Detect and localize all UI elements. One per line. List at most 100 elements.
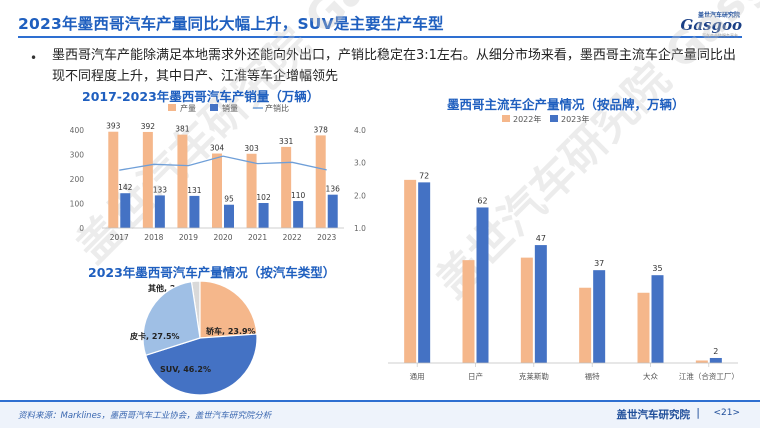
data-label-sales: 133 [153, 185, 168, 194]
x-tick-label: 通用 [410, 371, 425, 381]
data-label-sales: 95 [224, 195, 234, 204]
x-tick-label: 克莱斯勒 [519, 371, 549, 381]
y-tick-label: 0 [79, 224, 84, 233]
brand-production-chart: 2022年 2023年 72 通用 62 日产 47 克莱斯勒 37 福特 35 大众 2 江淮（合资工厂… [388, 114, 739, 381]
x-tick-label: 2017 [110, 233, 129, 242]
bar-2023 [476, 207, 489, 363]
x-tick-label: 江淮（合资工厂） [679, 371, 739, 381]
data-label-production: 304 [210, 144, 225, 153]
bar-2023 [418, 182, 431, 363]
bar-production [281, 146, 292, 228]
ratio-line [119, 155, 327, 171]
x-tick-label: 2022 [283, 233, 302, 242]
data-label-sales: 110 [291, 191, 306, 200]
x-tick-label: 2023 [317, 233, 336, 242]
footer-line [0, 400, 760, 402]
pie-label: SUV, 46.2% [160, 365, 211, 374]
page-title: 2023年墨西哥汽车产量同比大幅上升，SUV是主要生产车型 [18, 15, 444, 33]
pie-label: 轿车, 23.9% [206, 326, 256, 336]
footer-org-name: 盖世汽车研究院 [616, 409, 691, 421]
bar-2022 [579, 287, 592, 363]
x-tick-label: 2018 [144, 233, 163, 242]
y2-tick-label: 4.0 [354, 126, 366, 135]
data-label-production: 381 [175, 125, 190, 134]
bar-2023 [651, 275, 664, 363]
data-label-production: 392 [141, 122, 156, 131]
source-note: 资料来源：Marklines，墨西哥汽车工业协会，盖世汽车研究院分析 [18, 411, 272, 421]
y-tick-label: 200 [70, 175, 85, 184]
y-tick-label: 100 [70, 200, 85, 209]
bar-production [142, 131, 153, 228]
data-label-sales: 136 [326, 185, 341, 194]
summary-bullet: 墨西哥汽车产能除满足本地需求外还能向外出口，产销比稳定在3:1左右。从细分市场来… [52, 48, 736, 84]
bar-sales [189, 195, 200, 228]
y2-tick-label: 3.0 [354, 159, 366, 168]
footer-separator: | [696, 406, 700, 419]
bar-2022 [695, 360, 708, 363]
data-label-sales: 131 [187, 186, 202, 195]
bar-sales [224, 204, 234, 228]
legend-label: 产销比 [265, 103, 289, 113]
bar-production [212, 153, 222, 228]
data-label-2023: 37 [594, 259, 604, 268]
bar-2023 [534, 245, 547, 363]
logo-top-text: 盖世汽车研究院 [697, 12, 740, 19]
bar-sales [258, 203, 269, 228]
vehicle-type-pie-chart: 其他, 2.4% 轿车, 23.9% SUV, 46.2% 皮卡, 27.5% [129, 280, 258, 396]
legend-swatch-产量 [168, 104, 176, 111]
legend-swatch-2022 [502, 115, 510, 122]
data-label-production: 378 [314, 125, 329, 134]
x-tick-label: 福特 [585, 371, 600, 381]
data-label-sales: 102 [256, 193, 271, 202]
bar-production [177, 134, 188, 228]
bar-2022 [520, 257, 533, 363]
y-tick-label: 400 [70, 126, 85, 135]
bar-2023 [593, 270, 606, 363]
legend-label: 产量 [180, 103, 196, 113]
pie-slice-SUV [144, 333, 258, 396]
y2-tick-label: 1.0 [354, 224, 366, 233]
data-label-production: 393 [106, 122, 121, 131]
bar-2022 [404, 179, 417, 363]
y-tick-label: 300 [70, 151, 85, 160]
gasgoo-logo: 盖世汽车研究院 Gasgoo 汽车产业链服务平台 [662, 10, 742, 38]
data-label-sales: 142 [118, 183, 133, 192]
data-label-2023: 2 [713, 347, 718, 356]
title-underline [18, 36, 742, 38]
pie-label: 其他, 2.4% [148, 283, 192, 293]
brand-production-chart-title: 墨西哥主流车企产量情况（按品牌，万辆） [447, 97, 685, 112]
vehicle-type-pie-title: 2023年墨西哥汽车产量情况（按汽车类型） [88, 265, 336, 280]
data-label-2023: 35 [652, 264, 662, 273]
logo-tagline: 汽车产业链服务平台 [702, 33, 738, 38]
footer-bar [0, 400, 760, 428]
x-tick-label: 大众 [643, 371, 658, 381]
bar-production [246, 153, 257, 228]
legend-label: 2022年 [513, 114, 541, 124]
legend-label: 销量 [222, 103, 238, 113]
pie-label: 皮卡, 27.5% [129, 331, 180, 341]
page-number: <21> [713, 408, 740, 418]
pie-slice-轿车 [199, 280, 258, 339]
legend-label: 2023年 [561, 114, 589, 124]
bar-production [108, 131, 119, 228]
data-label-2023: 72 [419, 171, 429, 180]
data-label-2023: 47 [536, 234, 546, 243]
production-sales-chart-title: 2017-2023年墨西哥汽车产销量（万辆） [82, 89, 320, 104]
pie-slice-皮卡 [142, 280, 201, 357]
data-label-production: 303 [244, 144, 259, 153]
bar-sales [154, 195, 165, 228]
x-tick-label: 日产 [468, 371, 483, 381]
x-tick-label: 2020 [213, 233, 232, 242]
legend-swatch-销量 [210, 104, 218, 111]
bullet-icon: • [30, 51, 38, 65]
bar-2023 [709, 357, 722, 363]
bar-2022 [462, 260, 475, 363]
bar-sales [293, 201, 304, 228]
data-label-production: 331 [279, 137, 294, 146]
logo-wordmark: Gasgoo [680, 16, 742, 34]
x-tick-label: 2019 [179, 233, 198, 242]
x-tick-label: 2021 [248, 233, 267, 242]
data-label-2023: 62 [477, 196, 487, 205]
bar-sales [120, 193, 131, 228]
